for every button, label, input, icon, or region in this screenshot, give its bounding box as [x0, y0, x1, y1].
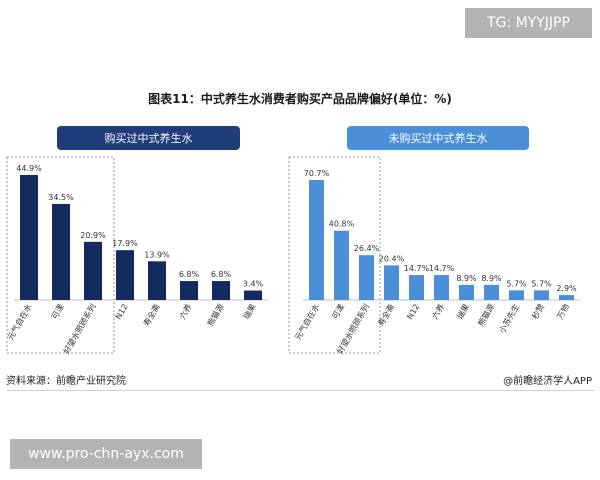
right-highlight-box: [288, 156, 381, 354]
right-category-label: 瑞果: [455, 302, 472, 321]
left-category-label: 元气自在水: [5, 302, 34, 342]
right-value-label: 2.9%: [556, 284, 577, 293]
right-category-label: 熊猫源: [476, 302, 497, 328]
left-category-label: N12: [114, 303, 130, 322]
left-bar: [148, 261, 166, 300]
left-bar: [84, 241, 102, 300]
figure-title: 图表11：中式养生水消费者购买产品品牌偏好(单位：%): [148, 92, 452, 106]
brand-note: @前瞻经济学人APP: [503, 376, 592, 387]
right-category-label: 小苏先生: [497, 302, 522, 335]
left-category-label: 六养: [177, 302, 194, 321]
left-value-label: 13.9%: [144, 250, 170, 259]
right-value-label: 20.4%: [379, 254, 405, 263]
right-value-label: 40.8%: [329, 220, 355, 229]
right-category-label: 可漾: [330, 302, 347, 321]
right-value-label: 14.7%: [429, 264, 455, 273]
left-panel-header: 购买过中式养生水: [57, 126, 240, 150]
right-bar: [434, 275, 449, 300]
right-value-label: 70.7%: [304, 169, 330, 178]
right-value-label: 14.7%: [404, 264, 430, 273]
left-bar: [212, 281, 230, 300]
left-value-label: 17.9%: [112, 239, 138, 248]
left-category-label: 瑞果: [241, 302, 258, 321]
right-bar: [459, 284, 474, 300]
watermark-url: www.pro-chn-ayx.com: [10, 439, 202, 469]
left-category-label: 好望水照顾系列: [61, 302, 98, 355]
left-value-label: 44.9%: [16, 164, 42, 173]
bar-charts: 44.9% 元气自在水 34.5% 可漾 20.9% 好望水照顾系列 17.9% N12 13.…: [5, 156, 580, 355]
right-chart: 70.7%元气自在水40.8%可漾26.4%好望水照顾系列20.4%寿全斋14.…: [288, 156, 580, 355]
left-value-label: 6.8%: [179, 270, 200, 279]
left-bar: [116, 250, 134, 300]
left-value-label: 34.5%: [48, 193, 74, 202]
right-bar: [509, 290, 524, 300]
left-category-label: 可漾: [49, 302, 66, 321]
right-bar: [359, 255, 374, 300]
right-bar: [384, 265, 399, 300]
right-category-label: 寿全斋: [376, 302, 397, 328]
right-bar: [534, 290, 549, 300]
left-bar: [180, 281, 198, 300]
left-bar: [20, 175, 38, 300]
footer-divider: [6, 390, 594, 391]
right-value-label: 5.7%: [531, 279, 552, 288]
right-value-label: 8.9%: [456, 274, 477, 283]
right-bar: [309, 180, 324, 300]
right-value-label: 5.7%: [506, 279, 527, 288]
right-category-label: 元气自在水: [293, 302, 322, 342]
left-value-label: 3.4%: [243, 280, 264, 289]
right-bar: [409, 275, 424, 300]
right-value-label: 8.9%: [481, 274, 502, 283]
left-category-label: 熊猫源: [205, 302, 226, 328]
right-category-label: 秒赞: [530, 302, 547, 321]
left-bar: [244, 290, 262, 300]
right-bar: [559, 295, 574, 300]
right-value-label: 26.4%: [354, 244, 380, 253]
watermark-tg: TG: MYYJJPP: [465, 8, 592, 38]
right-bar: [484, 284, 499, 300]
left-highlight-box: [6, 156, 115, 354]
right-category-label: 六养: [430, 302, 447, 321]
left-chart: 44.9% 元气自在水 34.5% 可漾 20.9% 好望水照顾系列 17.9% N12 13.…: [5, 156, 268, 355]
source-note: 资料来源：前瞻产业研究院: [6, 376, 126, 387]
left-value-label: 20.9%: [80, 231, 106, 240]
left-bar: [52, 203, 70, 300]
right-panel-header: 未购买过中式养生水: [347, 126, 529, 150]
right-bar: [334, 230, 349, 300]
right-category-label: N12: [405, 303, 421, 322]
right-category-label: 万物: [555, 302, 572, 321]
left-value-label: 6.8%: [211, 270, 232, 279]
left-category-label: 寿全斋: [141, 302, 162, 328]
